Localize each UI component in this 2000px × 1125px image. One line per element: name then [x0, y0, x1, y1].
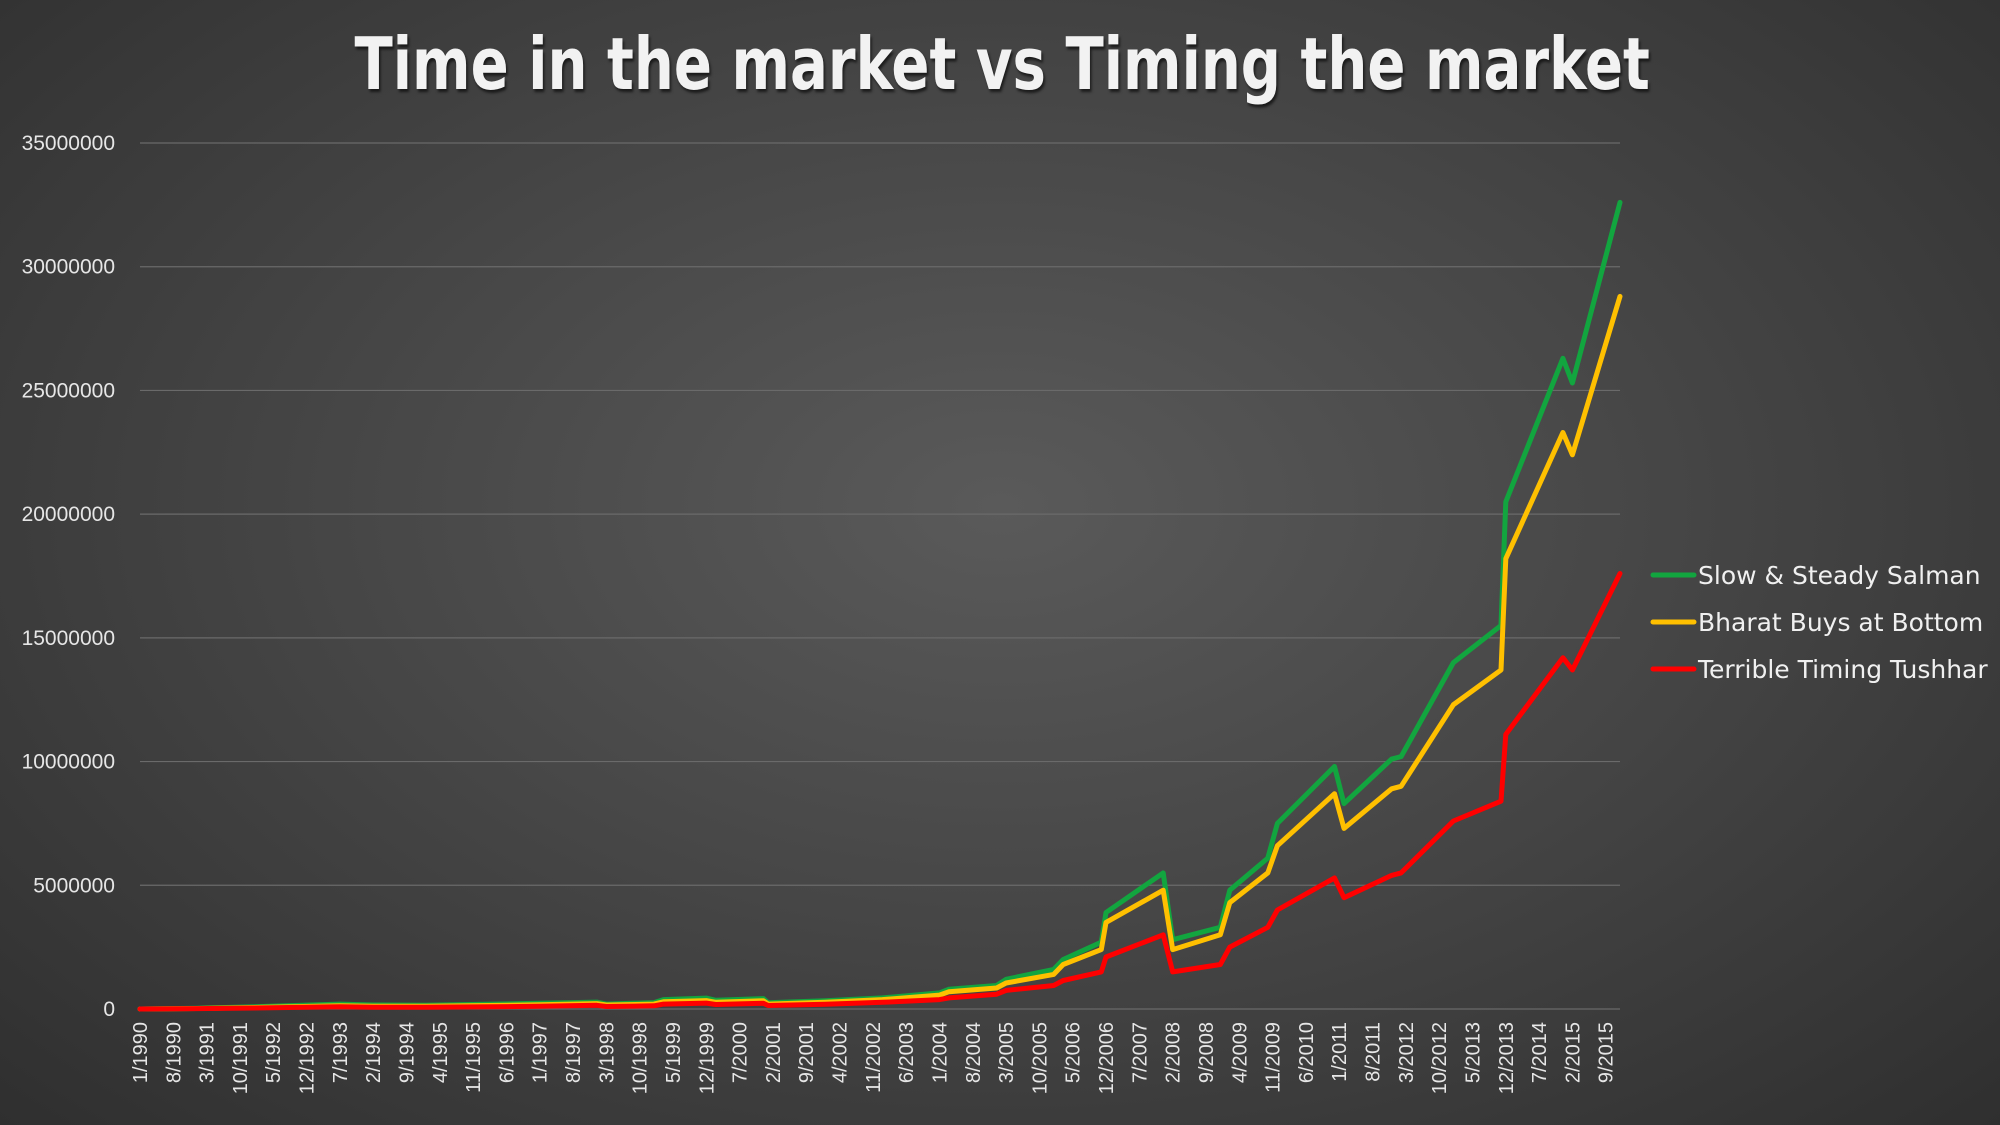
x-tick-label: 7/2014	[1529, 1022, 1551, 1083]
x-tick-label: 9/2001	[796, 1022, 818, 1083]
x-tick-label: 4/2002	[830, 1022, 852, 1083]
x-tick-label: 10/1998	[630, 1022, 652, 1094]
x-tick-label: 5/2013	[1462, 1022, 1484, 1083]
gridlines	[140, 142, 1620, 1010]
y-tick-label: 35000000	[22, 132, 115, 155]
x-tick-label: 8/2004	[963, 1022, 985, 1083]
x-tick-label: 3/2005	[996, 1022, 1018, 1083]
y-tick-label: 15000000	[22, 627, 115, 650]
x-tick-label: 1/2011	[1329, 1022, 1351, 1082]
x-tick-label: 1/2004	[929, 1022, 951, 1083]
x-tick-label: 8/1997	[563, 1022, 585, 1083]
x-tick-label: 8/1990	[163, 1022, 185, 1083]
y-tick-label: 20000000	[22, 503, 115, 526]
chart-title: Time in the market vs Timing the market	[354, 22, 1650, 106]
legend-label: Slow & Steady Salman	[1698, 561, 1981, 590]
series-line-3	[137, 571, 1623, 1012]
x-tick-label: 6/1996	[496, 1022, 518, 1083]
x-tick-label: 7/2000	[730, 1022, 752, 1083]
series-line-2	[137, 293, 1623, 1012]
x-axis-ticks: 1/1990 8/1990 3/1991 10/1991 5/1992 12/1992 7/…	[130, 1022, 1618, 1094]
x-tick-label: 5/2006	[1063, 1022, 1085, 1083]
x-tick-label: 2/1994	[363, 1022, 385, 1083]
x-tick-label: 11/2009	[1263, 1022, 1285, 1093]
x-tick-label: 12/2013	[1496, 1022, 1518, 1094]
x-tick-label: 10/2012	[1429, 1022, 1451, 1094]
x-tick-label: 9/1994	[396, 1022, 418, 1083]
x-tick-label: 1/1997	[530, 1022, 552, 1083]
series-line-1	[137, 199, 1623, 1012]
series-lines	[137, 199, 1623, 1012]
x-tick-label: 4/1995	[430, 1022, 452, 1083]
x-tick-label: 12/1992	[297, 1022, 319, 1094]
y-tick-label: 30000000	[22, 256, 115, 279]
x-tick-label: 7/1993	[330, 1022, 352, 1083]
x-tick-label: 11/1995	[463, 1022, 485, 1093]
x-tick-label: 11/2002	[863, 1022, 885, 1093]
x-tick-label: 1/1990	[130, 1022, 152, 1083]
x-tick-label: 12/1999	[696, 1022, 718, 1094]
x-tick-label: 9/2008	[1196, 1022, 1218, 1083]
legend-label: Terrible Timing Tushhar	[1697, 655, 1988, 684]
legend-label: Bharat Buys at Bottom	[1698, 608, 1983, 637]
x-tick-label: 7/2007	[1129, 1022, 1151, 1083]
y-tick-label: 5000000	[33, 874, 115, 897]
x-tick-label: 9/2015	[1596, 1022, 1618, 1083]
y-tick-label: 25000000	[22, 379, 115, 402]
x-tick-label: 6/2010	[1296, 1022, 1318, 1083]
x-tick-label: 3/1991	[197, 1022, 219, 1083]
x-tick-label: 2/2008	[1163, 1022, 1185, 1083]
legend: Slow & Steady Salman Bharat Buys at Botto…	[1650, 561, 1988, 684]
x-tick-label: 4/2009	[1229, 1022, 1251, 1083]
y-tick-label: 10000000	[22, 751, 115, 774]
x-tick-label: 6/2003	[896, 1022, 918, 1083]
y-tick-label: 0	[103, 998, 115, 1021]
x-tick-label: 5/1999	[663, 1022, 685, 1083]
x-tick-label: 2/2015	[1562, 1022, 1584, 1083]
x-tick-label: 2/2001	[763, 1022, 785, 1083]
x-tick-label: 10/1991	[230, 1022, 252, 1094]
x-tick-label: 8/2011	[1363, 1022, 1385, 1082]
y-axis-ticks: 0 5000000 10000000 15000000 20000000 25000000…	[22, 132, 115, 1021]
x-tick-label: 12/2006	[1096, 1022, 1118, 1094]
x-tick-label: 3/1998	[596, 1022, 618, 1083]
x-tick-label: 10/2005	[1029, 1022, 1051, 1094]
x-tick-label: 3/2012	[1396, 1022, 1418, 1083]
x-tick-label: 5/1992	[263, 1022, 285, 1083]
